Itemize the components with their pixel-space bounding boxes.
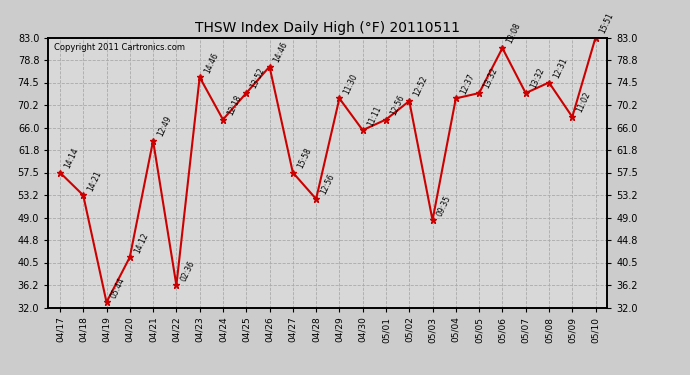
Text: 12:56: 12:56 <box>319 172 336 196</box>
Text: 15:58: 15:58 <box>295 146 313 170</box>
Text: 12:37: 12:37 <box>459 72 476 96</box>
Text: 14:14: 14:14 <box>63 146 80 170</box>
Text: 14:12: 14:12 <box>132 231 150 254</box>
Text: 14:46: 14:46 <box>273 40 290 64</box>
Text: 14:46: 14:46 <box>202 51 220 74</box>
Text: 12:56: 12:56 <box>388 93 406 117</box>
Text: 15:51: 15:51 <box>598 11 615 35</box>
Text: 13:32: 13:32 <box>482 67 500 90</box>
Text: 13:52: 13:52 <box>249 67 266 90</box>
Text: 14:21: 14:21 <box>86 169 104 192</box>
Text: 11:02: 11:02 <box>575 91 592 114</box>
Text: 12:31: 12:31 <box>552 56 569 80</box>
Text: 11:30: 11:30 <box>342 72 359 96</box>
Text: 12:49: 12:49 <box>156 114 173 138</box>
Title: THSW Index Daily High (°F) 20110511: THSW Index Daily High (°F) 20110511 <box>195 21 460 35</box>
Text: 02:36: 02:36 <box>179 259 197 282</box>
Text: 12:18: 12:18 <box>226 93 243 117</box>
Text: 13:32: 13:32 <box>529 67 546 90</box>
Text: 12:52: 12:52 <box>412 75 429 98</box>
Text: 09:35: 09:35 <box>435 194 453 217</box>
Text: 05:44: 05:44 <box>109 276 127 299</box>
Text: Copyright 2011 Cartronics.com: Copyright 2011 Cartronics.com <box>54 43 185 52</box>
Text: 13:08: 13:08 <box>505 22 522 45</box>
Text: 11:11: 11:11 <box>366 104 383 128</box>
